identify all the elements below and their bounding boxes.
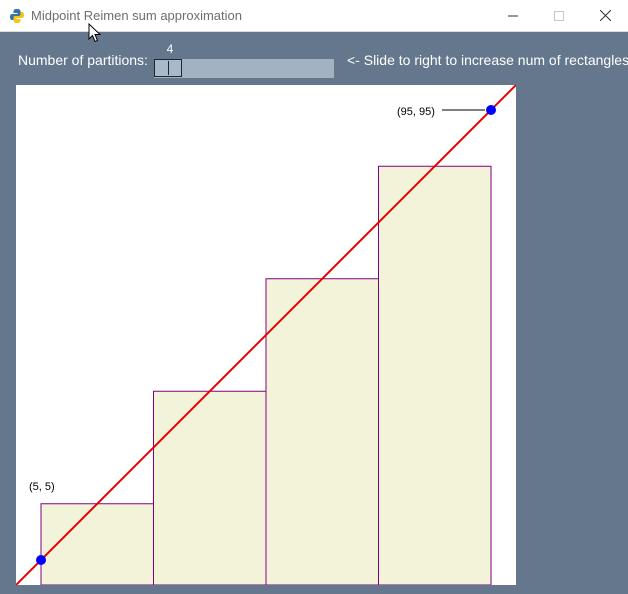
maximize-icon — [554, 10, 564, 21]
minimize-button[interactable] — [490, 0, 536, 31]
mouse-cursor-icon — [88, 23, 102, 43]
title-bar[interactable]: Midpoint Reimen sum approximation — [0, 0, 628, 32]
graph-svg: (5, 5) (95, 95) — [15, 84, 517, 586]
riemann-rectangle-3 — [265, 278, 379, 586]
graph-canvas: (5, 5) (95, 95) — [15, 84, 517, 586]
end-point-label: (95, 95) — [397, 106, 435, 118]
close-icon — [599, 10, 611, 21]
partitions-label: Number of partitions: — [18, 52, 148, 68]
partitions-slider[interactable] — [154, 59, 334, 78]
rectangles-group — [40, 165, 492, 586]
python-icon — [10, 9, 24, 23]
function-line — [15, 84, 517, 586]
start-point-label: (5, 5) — [29, 481, 55, 493]
window-title: Midpoint Reimen sum approximation — [31, 8, 242, 23]
riemann-rectangle-1 — [40, 503, 154, 586]
start-point — [36, 555, 46, 565]
close-button[interactable] — [582, 0, 628, 31]
slider-hint: <- Slide to right to increase num of rec… — [347, 52, 628, 68]
end-point — [486, 105, 496, 115]
slider-value: 4 — [166, 42, 174, 56]
riemann-rectangle-2 — [153, 390, 267, 586]
slider-thumb[interactable] — [154, 59, 182, 77]
riemann-rectangle-4 — [378, 165, 492, 586]
maximize-button[interactable] — [536, 0, 582, 31]
minimize-icon — [508, 15, 518, 16]
